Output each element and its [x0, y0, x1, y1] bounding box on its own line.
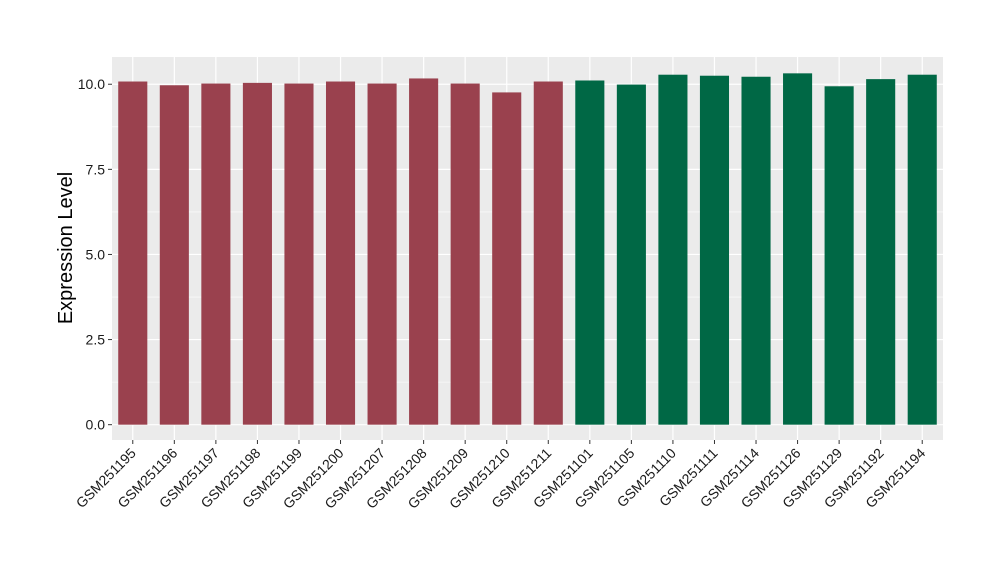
- bar-GSM251194: [907, 74, 937, 425]
- bars: [118, 73, 937, 425]
- bar-GSM251198: [242, 82, 272, 425]
- bar-GSM251129: [824, 86, 854, 425]
- bar-GSM251210: [492, 92, 522, 425]
- bar-GSM251101: [575, 80, 605, 425]
- bar-GSM251105: [616, 84, 646, 425]
- y-axis-title: Expression Level: [55, 172, 77, 324]
- bar-GSM251199: [284, 83, 314, 425]
- bar-GSM251200: [325, 81, 356, 425]
- y-tick-label: 5.0: [86, 246, 106, 262]
- bar-GSM251207: [367, 83, 397, 425]
- bar-GSM251111: [699, 75, 730, 425]
- bar-GSM251195: [118, 81, 148, 425]
- bar-GSM251126: [783, 73, 813, 425]
- bar-GSM251211: [533, 81, 563, 425]
- bar-GSM251209: [450, 83, 480, 425]
- bar-GSM251208: [409, 78, 439, 425]
- y-axis: 0.0 2.5 5.0 7.5 10.0: [78, 76, 112, 433]
- y-tick-label: 10.0: [78, 76, 105, 92]
- bar-GSM251114: [741, 76, 771, 425]
- y-tick-label: 7.5: [86, 161, 106, 177]
- bar-GSM251196: [159, 85, 189, 425]
- bar-GSM251192: [866, 79, 896, 425]
- x-axis: GSM251195GSM251196GSM251197GSM251198GSM2…: [73, 440, 928, 512]
- y-tick-label: 2.5: [86, 332, 106, 348]
- bar-GSM251197: [201, 83, 231, 425]
- plot-panel: [112, 57, 943, 440]
- y-tick-label: 0.0: [86, 417, 106, 433]
- bar-GSM251110: [658, 74, 688, 425]
